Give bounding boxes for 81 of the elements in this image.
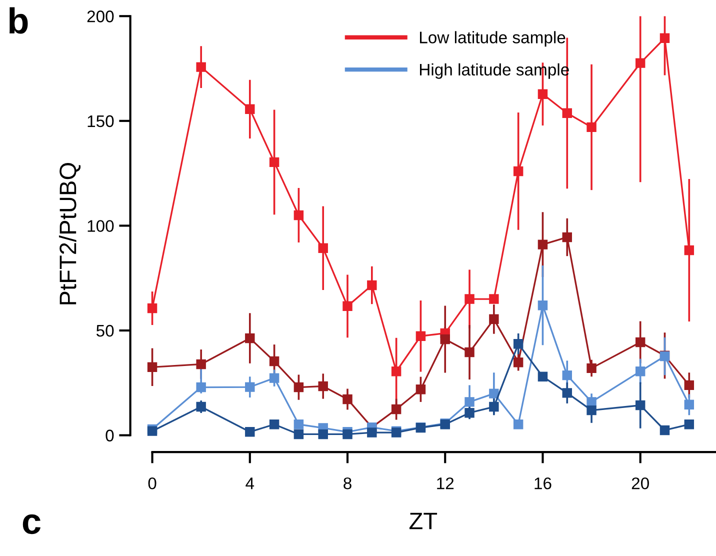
point [513, 339, 524, 349]
point [586, 405, 596, 416]
point [513, 166, 524, 176]
point [245, 333, 255, 344]
point [513, 420, 524, 430]
point [294, 429, 304, 440]
y-tick-label: 150 [88, 115, 114, 128]
point [391, 366, 402, 376]
point [294, 420, 304, 430]
x-tick-label: 12 [437, 477, 454, 490]
x-tick-label: 20 [632, 477, 649, 490]
point [440, 334, 450, 344]
y-tick-label: 100 [88, 220, 114, 232]
point [513, 357, 524, 368]
point [464, 408, 474, 418]
point [586, 122, 596, 132]
point [269, 373, 280, 383]
point [464, 294, 474, 304]
point [538, 300, 548, 310]
point [586, 363, 596, 374]
point [562, 108, 572, 118]
point [318, 429, 328, 440]
point [245, 104, 255, 114]
point [147, 362, 158, 372]
point [269, 157, 280, 168]
point [538, 240, 548, 250]
point [245, 382, 255, 392]
point [489, 402, 499, 412]
y-tick-label: 50 [96, 324, 114, 337]
point [294, 382, 304, 392]
y-tick-label: 200 [87, 10, 114, 22]
point [684, 400, 694, 410]
x-tick-label: 16 [534, 477, 552, 490]
point [367, 428, 377, 438]
text: b [10, 7, 28, 34]
point [562, 232, 572, 242]
point [147, 303, 158, 314]
point [342, 301, 352, 312]
x-tick-label: 8 [344, 477, 352, 490]
point [269, 356, 280, 366]
point [635, 366, 646, 376]
point [196, 402, 206, 412]
point [562, 370, 572, 380]
point [342, 429, 352, 440]
point [635, 400, 646, 410]
point [635, 337, 646, 348]
point [196, 359, 206, 370]
point [538, 372, 548, 382]
point [294, 210, 304, 220]
point [391, 404, 402, 414]
point [318, 243, 328, 253]
point [635, 58, 646, 68]
point [660, 425, 670, 436]
point [489, 314, 499, 324]
legend-label: Low latitude sample [420, 31, 566, 47]
point [245, 427, 255, 437]
point [660, 33, 670, 43]
point [684, 420, 694, 430]
point [562, 388, 572, 398]
point [464, 397, 474, 407]
point [586, 397, 596, 407]
point [538, 89, 548, 99]
text: c [22, 514, 41, 534]
point [416, 384, 426, 394]
point [367, 280, 377, 290]
point [196, 62, 206, 72]
y-axis-title: PtFT2/PtUBQ [58, 163, 81, 304]
point [489, 388, 499, 398]
point [416, 331, 426, 341]
x-axis-title: ZT [409, 512, 438, 530]
x-tick-label: 4 [246, 478, 254, 490]
point [464, 347, 474, 358]
point [269, 420, 280, 430]
point [318, 381, 328, 392]
x-tick-label: 0 [148, 477, 156, 490]
point [196, 382, 206, 392]
point [342, 394, 352, 404]
point [684, 245, 694, 256]
point [489, 294, 499, 304]
y-tick-label: 0 [106, 430, 114, 442]
point [684, 380, 694, 390]
